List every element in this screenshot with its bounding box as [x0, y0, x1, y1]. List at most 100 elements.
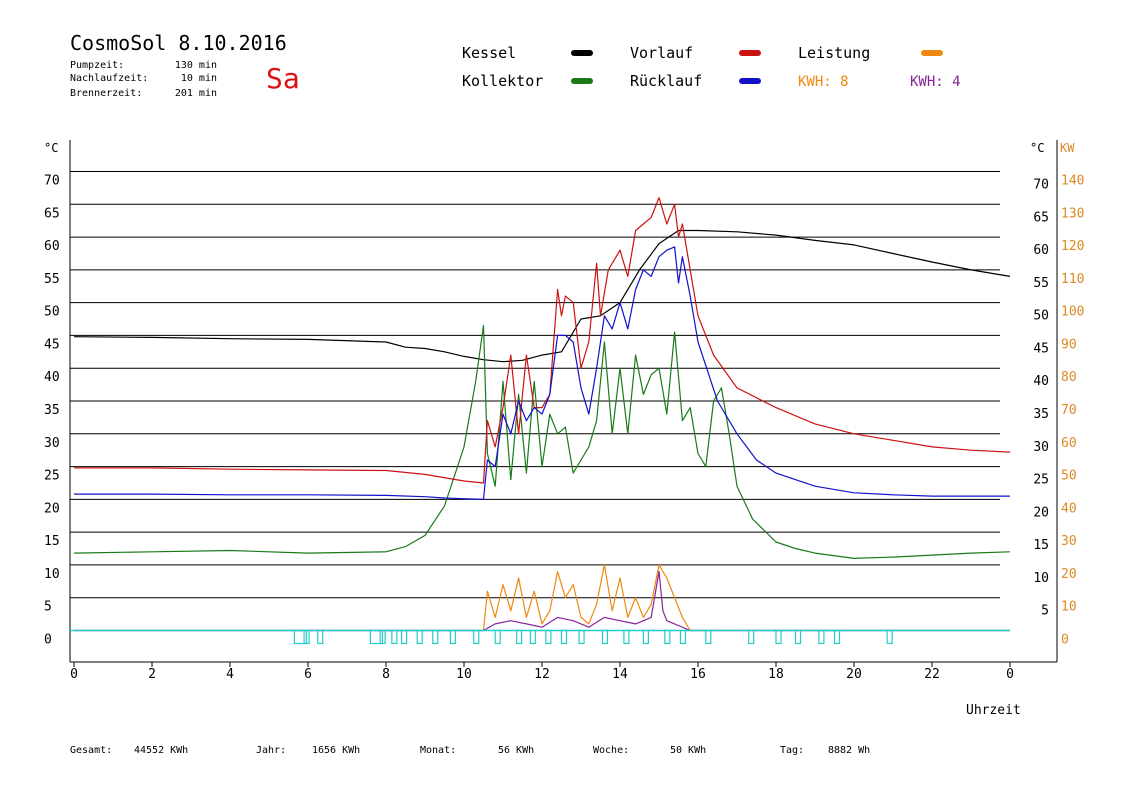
footer-gesamt-value: 44552 KWh	[134, 745, 188, 756]
x-tick-4: 8	[382, 667, 390, 682]
nachlauf-label: Nachlaufzeit:	[70, 73, 148, 84]
series-leistung	[74, 564, 1010, 632]
kw-unit-label: KW	[1060, 141, 1075, 155]
y-tick-left-20: 20	[44, 501, 60, 516]
pump-value: 130 min	[175, 60, 217, 71]
footer-jahr-value: 1656 KWh	[312, 745, 360, 756]
pump-marker-5	[391, 629, 398, 645]
pump-marker-3	[369, 629, 383, 645]
legend-kwh2-label: KWH: 4	[910, 74, 961, 90]
y-tick-left-5: 5	[44, 600, 52, 615]
series-kessel	[73, 229, 1011, 363]
right-unit-label: °C	[1030, 141, 1044, 155]
y-tick-left-40: 40	[44, 370, 60, 385]
y-tick-kw-60: 60	[1061, 436, 1077, 451]
pump-marker-22	[705, 629, 712, 645]
y-tick-kw-0: 0	[1061, 633, 1069, 648]
y-tick-right-70: 70	[1033, 178, 1049, 193]
pump-marker-19	[642, 629, 650, 645]
legend-vorlauf-label: Vorlauf	[630, 44, 693, 62]
y-tick-right-5: 5	[1041, 604, 1049, 619]
pump-marker-13	[529, 629, 536, 645]
pump-marker-1	[303, 629, 310, 645]
y-tick-left-50: 50	[44, 305, 60, 320]
x-tick-9: 18	[768, 667, 784, 682]
y-tick-kw-20: 20	[1061, 567, 1077, 582]
y-tick-left-45: 45	[44, 337, 60, 352]
y-tick-left-30: 30	[44, 436, 60, 451]
y-tick-left-70: 70	[44, 174, 60, 189]
y-tick-right-10: 10	[1033, 571, 1049, 586]
left-unit-label: °C	[44, 141, 58, 155]
y-tick-right-60: 60	[1033, 243, 1049, 258]
pump-marker-2	[317, 629, 324, 645]
y-tick-kw-120: 120	[1061, 239, 1084, 254]
y-tick-right-50: 50	[1033, 309, 1049, 324]
y-tick-left-10: 10	[44, 567, 60, 582]
pump-marker-25	[794, 629, 802, 645]
pump-marker-28	[886, 629, 893, 645]
y-tick-right-30: 30	[1033, 440, 1049, 455]
pump-marker-10	[473, 629, 480, 645]
pump-marker-18	[623, 629, 630, 645]
x-tick-3: 6	[304, 667, 312, 682]
footer-woche-value: 50 KWh	[670, 745, 706, 756]
pump-marker-16	[578, 629, 585, 645]
weekday-label: Sa	[266, 62, 300, 95]
pump-marker-21	[679, 629, 687, 645]
y-tick-kw-130: 130	[1061, 206, 1084, 221]
x-tick-12: 0	[1006, 667, 1014, 682]
pump-marker-8	[432, 629, 439, 645]
pump-marker-17	[601, 629, 609, 645]
y-tick-left-60: 60	[44, 239, 60, 254]
pump-marker-9	[449, 629, 456, 645]
pump-marker-7	[416, 629, 423, 645]
x-tick-1: 2	[148, 667, 156, 682]
y-tick-right-15: 15	[1033, 538, 1049, 553]
legend-kwh1-label: KWH: 8	[798, 74, 849, 90]
y-tick-kw-100: 100	[1061, 305, 1084, 320]
legend-ruecklauf-label: Rücklauf	[630, 72, 702, 90]
y-tick-kw-40: 40	[1061, 501, 1077, 516]
legend-leistung-label: Leistung	[798, 44, 870, 62]
y-tick-right-40: 40	[1033, 374, 1049, 389]
y-tick-kw-30: 30	[1061, 534, 1077, 549]
pump-marker-14	[545, 629, 552, 645]
y-tick-kw-90: 90	[1061, 337, 1077, 352]
y-tick-kw-80: 80	[1061, 370, 1077, 385]
pump-marker-15	[560, 629, 568, 645]
y-tick-left-35: 35	[44, 403, 60, 418]
footer-gesamt-label: Gesamt:	[70, 745, 112, 756]
page-title: CosmoSol 8.10.2016	[70, 31, 287, 55]
y-tick-left-55: 55	[44, 272, 60, 287]
footer-monat-label: Monat:	[420, 745, 456, 756]
pump-marker-6	[401, 629, 408, 645]
footer-monat-value: 56 KWh	[498, 745, 534, 756]
y-tick-right-25: 25	[1033, 473, 1049, 488]
y-tick-left-0: 0	[44, 633, 52, 648]
x-tick-7: 14	[612, 667, 628, 682]
y-tick-kw-110: 110	[1061, 272, 1084, 287]
y-tick-right-20: 20	[1033, 505, 1049, 520]
y-tick-left-15: 15	[44, 534, 60, 549]
brenner-label: Brennerzeit:	[70, 88, 142, 99]
legend-kessel-label: Kessel	[462, 44, 516, 62]
x-tick-0: 0	[70, 667, 78, 682]
pump-label: Pumpzeit:	[70, 60, 124, 71]
y-tick-left-65: 65	[44, 206, 60, 221]
series-kollektor	[73, 325, 1011, 560]
y-tick-right-65: 65	[1033, 210, 1049, 225]
series-vorlauf	[74, 197, 1011, 484]
footer-tag-value: 8882 Wh	[828, 745, 870, 756]
pump-marker-4	[379, 629, 386, 645]
footer-jahr-label: Jahr:	[256, 745, 286, 756]
series-ruecklauf	[74, 246, 1010, 500]
series-kwh2	[74, 570, 1010, 632]
x-tick-8: 16	[690, 667, 706, 682]
y-tick-left-25: 25	[44, 469, 60, 484]
brenner-value: 201 min	[175, 88, 217, 99]
footer-woche-label: Woche:	[593, 745, 629, 756]
x-axis-label: Uhrzeit	[966, 703, 1021, 718]
pump-marker-0	[293, 629, 307, 645]
